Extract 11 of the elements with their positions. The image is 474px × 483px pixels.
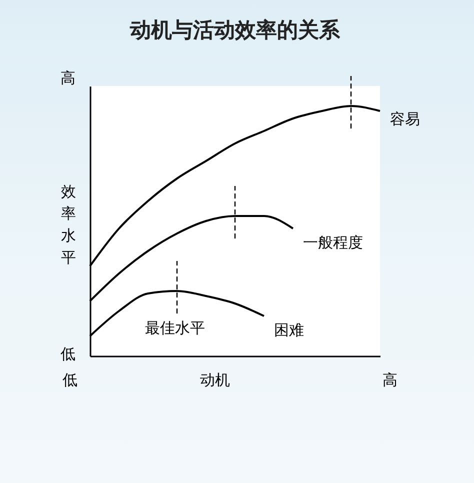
series-label: 容易 (390, 110, 420, 128)
annotation: 最佳水平 (145, 319, 205, 337)
text: 高 (382, 371, 398, 389)
text: 低 (60, 345, 76, 363)
text: 低 (62, 371, 78, 389)
chart-title: 动机与活动效率的关系 (129, 18, 341, 42)
series-label: 一般程度 (303, 234, 363, 252)
series-label: 困难 (274, 321, 304, 339)
y-axis-title: 效率水平 (61, 182, 76, 266)
text: 高 (60, 69, 76, 87)
x-axis-title: 动机 (200, 371, 230, 389)
